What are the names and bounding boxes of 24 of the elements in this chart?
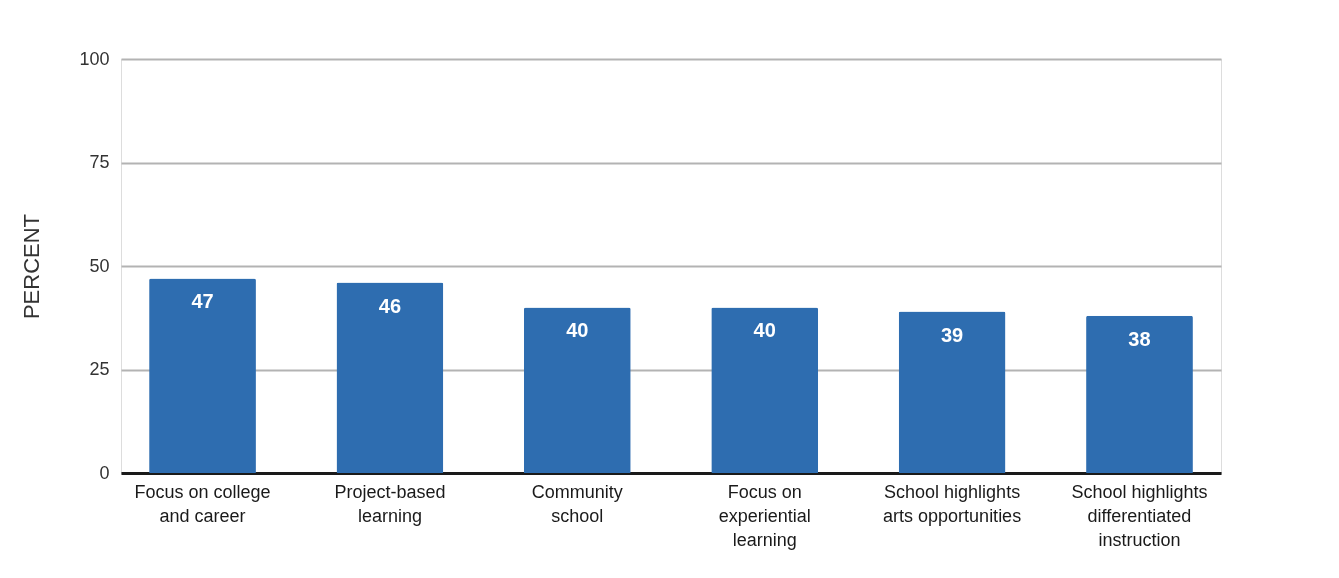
x-tick-label: School highlights differentiated instruction: [1071, 481, 1208, 550]
data-label: 39: [940, 323, 964, 346]
data-label: 46: [378, 294, 402, 317]
x-tick-label: Focus on college and career: [134, 481, 271, 526]
bar: [898, 311, 1006, 473]
x-tick-label: School highlights arts opportunities: [883, 481, 1022, 526]
y-tick-label: 100: [79, 48, 110, 69]
y-tick-label: 75: [89, 152, 110, 172]
bar: [1086, 315, 1193, 473]
x-tick-label: Community school: [531, 481, 623, 526]
data-label: 47: [191, 290, 214, 313]
bar: [336, 282, 444, 473]
x-tick-label: Focus on experiential learning: [718, 481, 811, 550]
y-tick-label: 50: [89, 255, 110, 276]
data-label: 38: [1128, 327, 1151, 350]
y-tick-label: 0: [99, 462, 110, 483]
x-tick-label: Project-based learning: [334, 481, 446, 526]
bar: [149, 278, 256, 473]
bar: [711, 307, 819, 473]
y-axis-title: PERCENT: [19, 213, 45, 320]
data-label: 40: [566, 319, 589, 342]
y-tick-label: 25: [89, 359, 110, 379]
bar: [523, 307, 631, 473]
data-label: 40: [753, 319, 776, 342]
